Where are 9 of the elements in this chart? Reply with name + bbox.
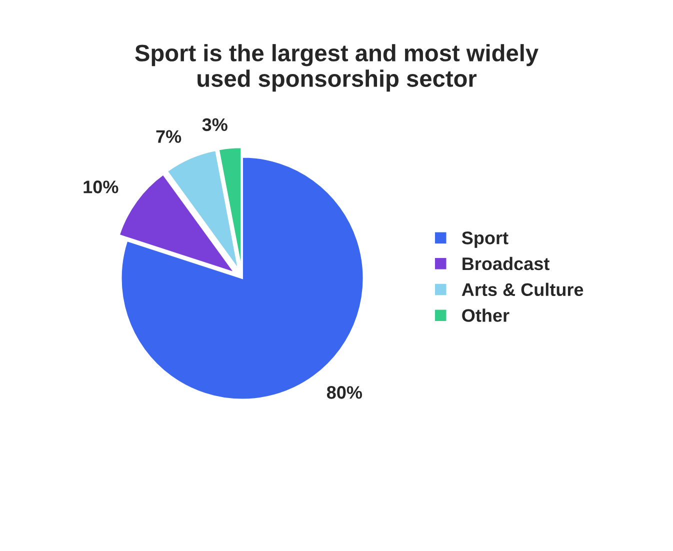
data-label: 10% [84, 180, 118, 194]
legend-label: Broadcast [462, 256, 550, 270]
legend-label: Sport [462, 232, 508, 248]
chart-title: Sport is the largest and most widely used sponsorship sector [135, 44, 538, 92]
data-label: 80% [326, 386, 362, 399]
data-label: 3% [202, 118, 228, 132]
data-label: 7% [156, 130, 182, 143]
legend-label: Other [462, 308, 510, 322]
legend-label: Arts & Culture [462, 282, 584, 296]
